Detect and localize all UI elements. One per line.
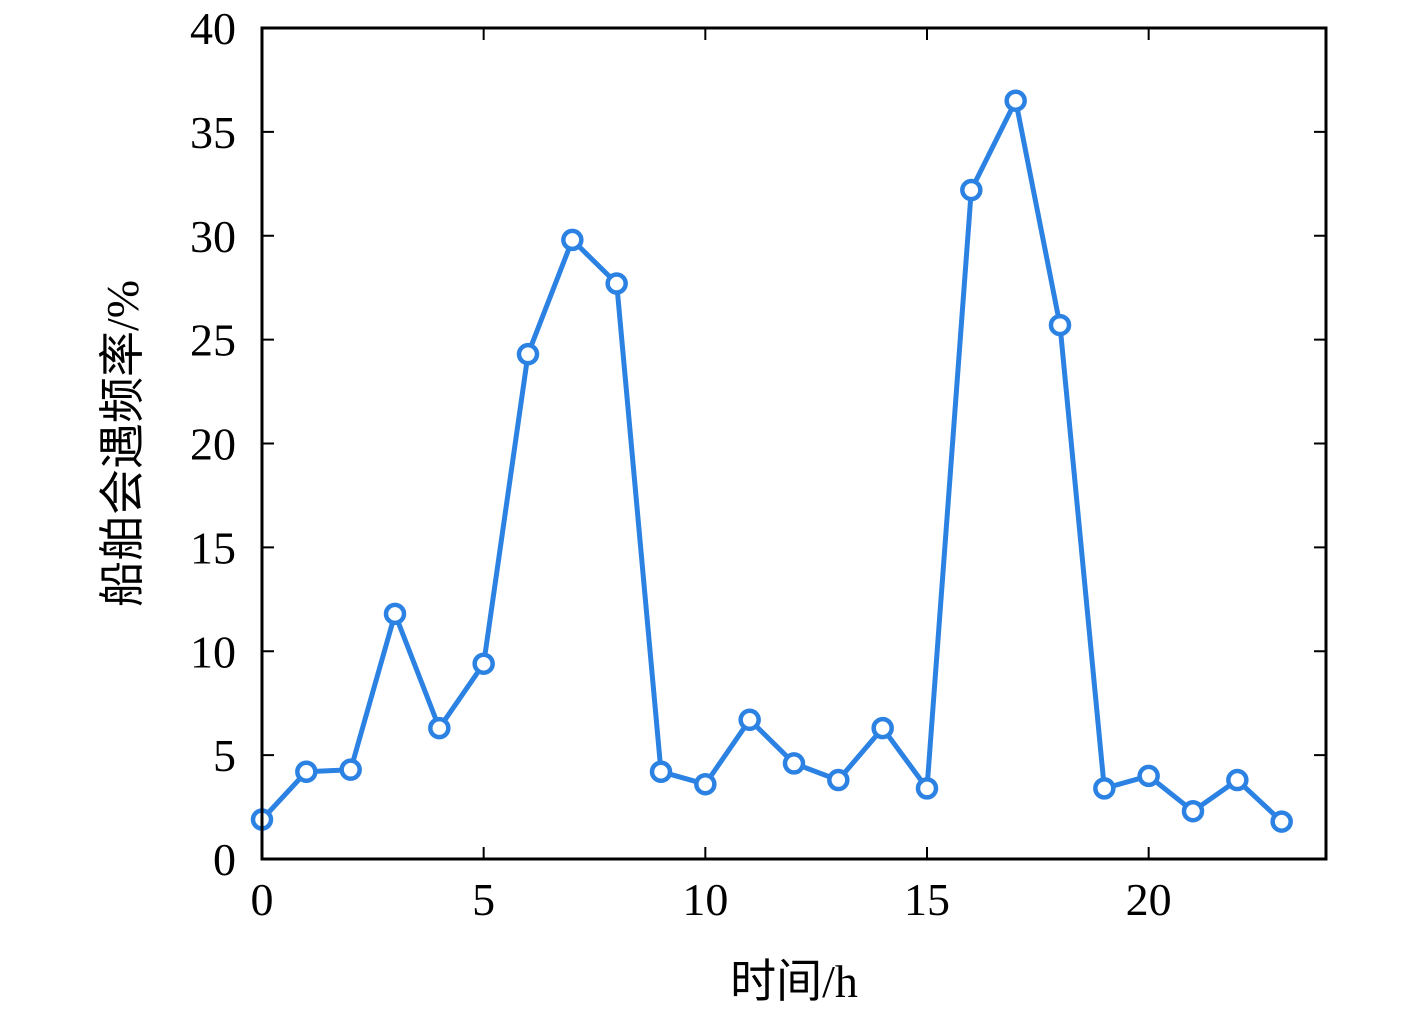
y-axis-title: 船舶会遇频率/% xyxy=(97,280,148,607)
x-tick-label: 0 xyxy=(251,874,274,925)
data-point xyxy=(694,772,717,796)
data-point xyxy=(472,652,495,675)
data-point xyxy=(1004,89,1027,112)
data-point xyxy=(605,272,628,295)
plot-frame xyxy=(260,26,1328,861)
data-point xyxy=(1181,799,1205,823)
x-axis-ticks: 0 5 10 15 20 xyxy=(251,28,1172,925)
data-point xyxy=(1137,764,1160,788)
y-tick-label: 40 xyxy=(190,3,236,54)
data-point xyxy=(1226,768,1249,792)
y-tick-label: 35 xyxy=(190,107,236,158)
data-point xyxy=(428,716,451,740)
data-point xyxy=(383,602,407,626)
data-point xyxy=(960,178,983,202)
x-tick-label: 5 xyxy=(472,874,495,925)
y-tick-label: 5 xyxy=(213,730,236,781)
data-point xyxy=(1093,777,1116,800)
x-tick-label: 15 xyxy=(904,874,950,925)
y-tick-label: 30 xyxy=(190,211,236,262)
data-point xyxy=(827,768,850,792)
data-point xyxy=(915,777,939,800)
data-point xyxy=(1048,313,1072,337)
data-point xyxy=(516,342,540,366)
y-tick-label: 20 xyxy=(190,419,236,470)
x-axis-title: 时间/h xyxy=(730,956,858,1007)
data-point xyxy=(782,752,806,775)
data-point xyxy=(738,708,761,732)
data-point xyxy=(295,760,318,783)
x-tick-label: 20 xyxy=(1126,874,1172,925)
series-layer xyxy=(250,89,1293,833)
y-tick-label: 25 xyxy=(190,315,236,366)
y-tick-label: 15 xyxy=(190,522,236,573)
data-point xyxy=(1270,810,1293,833)
x-tick-label: 10 xyxy=(682,874,728,925)
y-tick-label: 10 xyxy=(190,626,236,677)
data-point xyxy=(339,758,362,781)
data-point xyxy=(871,716,894,740)
y-axis-ticks: 0 5 10 15 20 25 30 35 40 xyxy=(190,3,1326,885)
series-line xyxy=(260,98,1284,824)
y-tick-label: 0 xyxy=(213,834,236,885)
data-point xyxy=(561,228,584,252)
data-point xyxy=(649,760,673,783)
